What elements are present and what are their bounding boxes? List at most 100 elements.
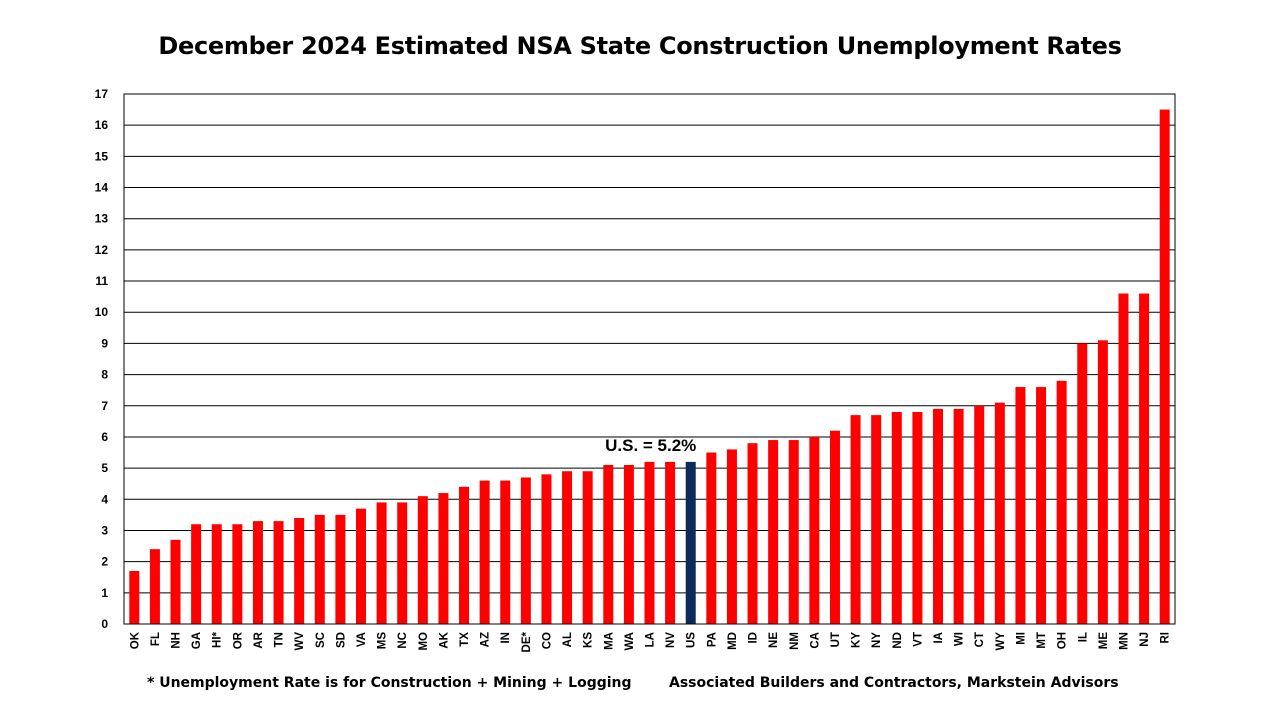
bar [355,508,366,624]
x-tick-label: UT [830,632,842,647]
x-tick-label: MS [377,632,389,650]
x-tick-label: CT [974,632,986,647]
bar [294,518,305,624]
y-tick-label: 14 [95,181,109,195]
us-annotation: U.S. = 5.2% [605,436,696,455]
x-tick-label: MN [1118,632,1130,650]
bar [314,514,325,624]
x-tick-label: PA [706,632,718,647]
bar [1139,293,1150,624]
x-tick-label: OK [129,631,141,649]
bar [520,477,531,624]
bar [994,402,1005,624]
x-tick-label: NE [768,632,780,648]
bar [623,465,634,624]
x-tick-label: TX [459,632,471,647]
x-tick-label: LA [645,632,657,647]
bar [953,408,964,624]
bar [726,449,737,624]
bar [252,521,263,624]
bar [1118,293,1129,624]
x-tick-label: NV [665,632,677,648]
x-tick-label: MT [1036,632,1048,649]
bar-us-highlight [685,461,696,624]
bar [706,452,717,624]
x-tick-label: RI [1160,632,1172,644]
y-tick-label: 7 [101,399,108,413]
x-tick-label: WA [624,632,636,651]
x-tick-label: ND [892,632,904,649]
x-tick-label: CO [541,632,553,649]
x-tick-label: NY [871,632,883,648]
bar [397,502,408,624]
y-tick-label: 9 [101,336,108,350]
x-tick-label: SD [335,632,347,648]
x-tick-label: VA [356,632,368,647]
x-tick-label: NJ [1139,632,1151,647]
bar [665,461,676,624]
x-tick-label: WY [995,632,1007,651]
bar [376,502,387,624]
bar [170,539,181,624]
x-tick-label: MI [1015,632,1027,645]
x-tick-label: KS [583,632,595,648]
x-tick-label: NH [171,632,183,649]
y-tick-label: 1 [101,586,108,600]
bar [1077,343,1088,624]
bar [933,408,944,624]
bar [273,521,284,624]
footnote-source: Associated Builders and Contractors, Mar… [669,675,1119,691]
x-tick-label: KY [851,632,863,648]
x-tick-label: NC [397,632,409,649]
bar [871,415,882,624]
y-tick-label: 17 [95,87,109,101]
bar [562,471,573,624]
bar [479,480,490,624]
bar [1056,380,1067,624]
x-tick-label: OR [232,631,244,649]
x-tick-label: MD [727,632,739,650]
x-tick-label: NM [789,632,801,650]
bar [603,465,614,624]
bar [891,412,902,624]
bar [1159,109,1170,624]
y-tick-label: 2 [101,555,108,569]
x-tick-label: SC [315,632,327,648]
bar [829,430,840,624]
x-tick-label: AK [438,631,450,648]
y-tick-label: 0 [101,617,108,631]
x-tick-label: AL [562,632,574,647]
x-tick-label: GA [191,632,203,649]
x-tick-label: FL [150,632,162,646]
x-tick-label: CA [809,632,821,649]
x-tick-label: US [686,632,698,648]
x-tick-label: MO [418,632,430,651]
x-tick-label: IA [933,632,945,644]
x-tick-label: MA [603,632,615,650]
y-tick-label: 15 [95,149,109,163]
x-tick-label: HI* [212,631,224,648]
bar [1097,340,1108,624]
bar [788,440,799,624]
x-axis-ticks: OK FL NH GA HI* OR AR TN WV SC SD VA MS NC MO AK TX AZ IN D… [129,631,1171,652]
y-tick-label: 16 [95,118,109,132]
plot-frame [123,93,1176,625]
bar [211,524,222,624]
x-tick-label: OH [1057,632,1069,649]
bar [335,514,346,624]
y-tick-label: 11 [95,274,108,288]
x-tick-label: AR [253,631,265,648]
chart-title: December 2024 Estimated NSA State Constr… [158,32,1122,60]
x-tick-label: IN [500,632,512,644]
y-tick-label: 5 [101,461,108,475]
x-tick-label: WI [954,632,966,646]
bar [912,412,923,624]
bar [500,480,511,624]
bar [974,405,985,624]
x-tick-label: VT [912,632,924,647]
bar [191,524,202,624]
y-tick-label: 10 [95,305,109,319]
bar [809,436,820,624]
